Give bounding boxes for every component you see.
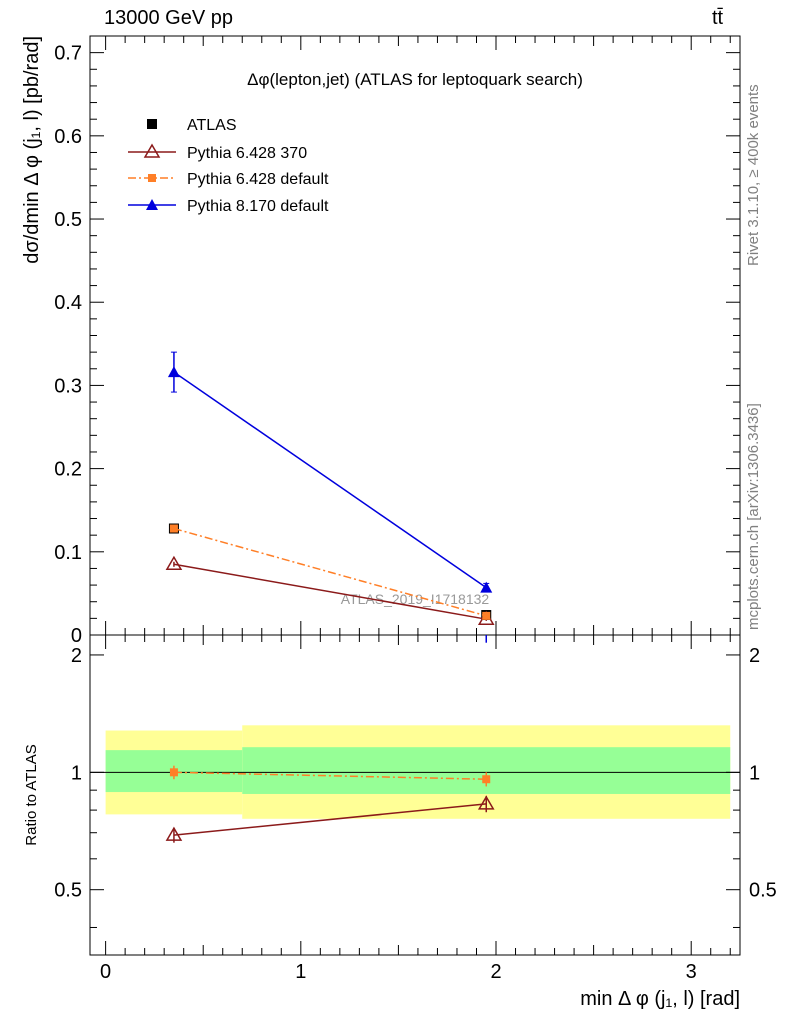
ratio-point [482, 775, 491, 784]
main-ytick-label: 0.3 [54, 375, 82, 397]
ratio-line [173, 803, 487, 836]
ratio-xtick-label: 1 [295, 961, 306, 983]
series-line [173, 563, 487, 620]
energy-label: 13000 GeV pp [104, 7, 233, 29]
ratio-ytick-label-right: 0.5 [749, 880, 777, 902]
ratio-ytick-label-right: 1 [749, 762, 760, 784]
data-point [480, 581, 493, 593]
ratio-point [165, 826, 183, 841]
main-series-group [165, 351, 495, 625]
plot-title: Δφ(lepton,jet) (ATLAS for leptoquark sea… [247, 70, 583, 89]
process-label: tt̄ [712, 7, 724, 29]
data-point [167, 366, 180, 378]
legend-marker [146, 199, 158, 210]
ratio-point [477, 795, 495, 810]
legend-marker [147, 119, 157, 129]
main-ytick-label: 0.6 [54, 126, 82, 148]
ratio-line [174, 621, 486, 628]
main-ytick-label: 0.7 [54, 43, 82, 65]
ratio-series-2 [168, 615, 492, 643]
series-line [173, 371, 487, 589]
ratio-series-1 [169, 765, 491, 787]
ratio-ytick-label-right: 2 [749, 645, 760, 667]
analysis-label: ATLAS_2019_I1718132 [341, 591, 490, 607]
legend-label: Pythia 6.428 default [187, 171, 329, 188]
legend-label: ATLAS [187, 117, 237, 134]
main-ytick-label: 0.4 [54, 292, 82, 314]
ratio-point [169, 768, 178, 777]
ratio-ytick-label: 1 [71, 762, 82, 784]
main-ytick-label: 0.5 [54, 209, 82, 231]
legend-label: Pythia 6.428 370 [187, 145, 307, 162]
ratio-line [173, 771, 487, 780]
main-ylabel: dσ/dmin Δ φ (j₁, l) [pb/rad] [21, 36, 43, 264]
series-line [173, 527, 487, 617]
data-point [482, 611, 491, 620]
legend-marker [148, 174, 156, 182]
ratio-ylabel: Ratio to ATLAS [23, 744, 40, 845]
series-2 [169, 524, 491, 620]
ratio-xtick-label: 2 [490, 961, 501, 983]
ratio-point [480, 622, 492, 633]
ratio-xlabel: min Δ φ (j₁, l) [rad] [580, 988, 740, 1010]
legend-label: Pythia 8.170 default [187, 198, 329, 215]
main-ytick-label: 0.2 [54, 459, 82, 481]
ratio-point [168, 615, 180, 626]
main-ytick-label: 0 [71, 625, 82, 647]
ratio-frame [89, 634, 741, 956]
ratio-series-group [165, 615, 495, 843]
series-3 [167, 351, 493, 593]
ratio-xtick-label: 0 [100, 961, 111, 983]
data-point [169, 524, 178, 533]
ratio-xtick-label: 3 [686, 961, 697, 983]
ratio-series-0 [165, 795, 495, 843]
ratio-ytick-label: 2 [71, 645, 82, 667]
ratio-ytick-label: 0.5 [54, 880, 82, 902]
data-point [165, 555, 183, 571]
band-green-1 [242, 747, 731, 794]
main-ytick-label: 0.1 [54, 542, 82, 564]
legend-marker [143, 143, 161, 158]
